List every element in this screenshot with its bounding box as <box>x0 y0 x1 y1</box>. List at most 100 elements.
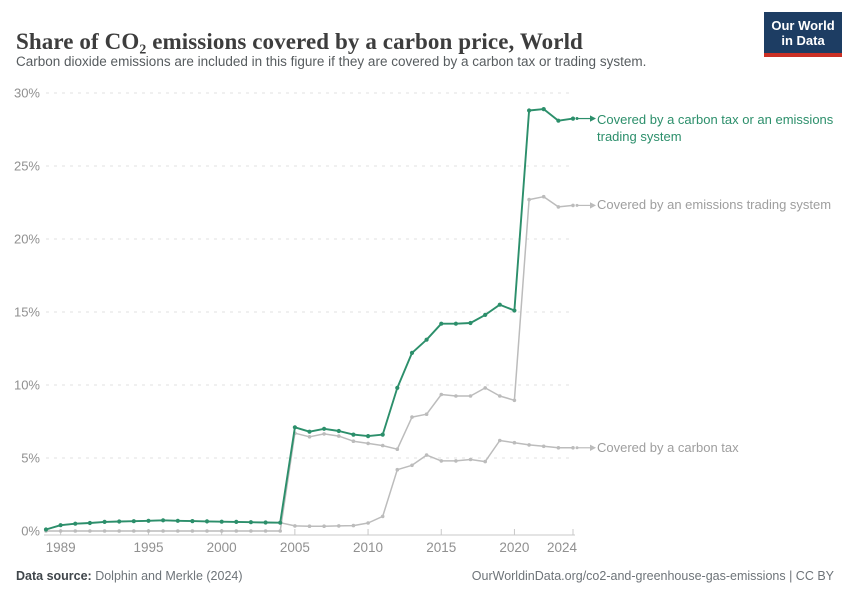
series-tax <box>44 438 596 532</box>
data-point <box>351 439 356 444</box>
series-total <box>43 107 596 532</box>
data-point <box>454 459 458 463</box>
leader-arrow-icon <box>590 444 596 451</box>
data-point <box>176 529 180 533</box>
gridlines: 0% 5% 10% 15% 20% 25% 30% <box>14 86 573 539</box>
data-point <box>454 394 458 398</box>
data-point <box>263 520 268 525</box>
data-point <box>556 118 561 123</box>
owid-logo-line2: in Data <box>781 33 825 48</box>
data-point <box>439 321 444 326</box>
data-point <box>58 523 63 528</box>
data-point <box>248 520 253 525</box>
data-point <box>366 441 370 446</box>
data-point <box>132 529 136 533</box>
data-point <box>483 312 488 317</box>
data-point <box>87 520 92 526</box>
y-axis-tick-label: 20% <box>14 232 40 247</box>
series-label-carbon-tax-or-ets: Covered by a carbon tax or an emissions … <box>597 112 834 144</box>
data-point <box>146 518 151 523</box>
data-point <box>336 428 341 434</box>
x-axis-tick-label: 2000 <box>207 540 237 555</box>
data-point <box>175 518 180 523</box>
data-point <box>497 302 502 307</box>
data-point <box>146 529 151 533</box>
data-point <box>512 308 517 313</box>
data-source-text: Dolphin and Merkle (2024) <box>91 569 243 583</box>
data-point <box>88 529 92 533</box>
data-point <box>102 529 107 533</box>
x-axis-tick-label: 1995 <box>133 540 163 555</box>
data-point <box>249 529 253 533</box>
data-point <box>204 519 210 524</box>
data-point <box>556 205 561 209</box>
series-label-emissions-trading-system: Covered by an emissions trading system <box>597 197 832 212</box>
data-point <box>219 529 224 533</box>
series-ets <box>44 194 596 533</box>
data-point <box>117 529 121 533</box>
data-point <box>263 529 268 533</box>
data-point <box>512 440 517 445</box>
data-point <box>351 432 356 437</box>
series-line-tax <box>45 439 574 531</box>
x-axis-tick-label: 1989 <box>46 540 76 555</box>
data-point <box>468 320 473 326</box>
x-axis-tick-label: 2015 <box>426 540 456 555</box>
leader-arrow-icon <box>590 202 596 209</box>
data-point <box>278 520 283 525</box>
data-point <box>498 394 502 398</box>
data-point <box>307 429 312 434</box>
owid-logo-line1: Our World <box>771 18 835 33</box>
data-point <box>424 337 429 342</box>
data-point <box>527 443 531 447</box>
data-point <box>307 435 312 439</box>
y-axis-tick-label: 25% <box>14 159 40 174</box>
data-point <box>570 116 576 121</box>
page-subtitle: Carbon dioxide emissions are included in… <box>16 54 647 69</box>
data-point <box>322 524 326 528</box>
data-point <box>483 459 488 464</box>
data-point <box>439 459 444 463</box>
data-point <box>43 527 49 532</box>
data-point <box>395 467 400 472</box>
data-point <box>58 529 63 533</box>
data-point <box>409 350 415 355</box>
data-point <box>73 529 78 533</box>
data-point <box>453 321 458 326</box>
data-point <box>380 432 385 437</box>
y-axis-tick-label: 30% <box>14 86 40 101</box>
x-axis-tick-label: 2020 <box>499 540 529 555</box>
page-title: Share of CO₂ emissions covered by a carb… <box>16 29 583 55</box>
data-point <box>410 463 414 468</box>
y-axis-tick-label: 15% <box>14 305 40 320</box>
x-axis: 1989 1995 2000 2005 2010 2015 2020 2024 <box>44 529 577 555</box>
data-point <box>131 519 136 524</box>
data-point <box>337 524 341 528</box>
data-point <box>205 529 209 533</box>
data-point <box>380 514 385 519</box>
series-line-ets <box>45 195 574 532</box>
data-point <box>395 385 400 390</box>
data-point <box>541 194 546 199</box>
data-point <box>293 524 297 528</box>
data-point <box>571 203 575 208</box>
x-axis-tick-label: 2005 <box>280 540 310 555</box>
series-label-carbon-tax: Covered by a carbon tax <box>597 440 739 455</box>
data-point <box>512 398 517 403</box>
data-point <box>234 519 239 525</box>
data-source: Data source: Dolphin and Merkle (2024) <box>16 569 243 583</box>
data-point <box>219 519 224 524</box>
data-point <box>190 519 195 524</box>
data-point <box>307 524 312 528</box>
data-point <box>278 529 283 533</box>
data-point <box>468 457 473 462</box>
data-point <box>234 529 239 533</box>
leader-arrow-icon <box>590 115 596 122</box>
data-point <box>337 434 341 438</box>
data-point <box>102 519 107 525</box>
data-point <box>73 521 78 526</box>
data-point <box>556 446 561 450</box>
data-point <box>439 392 444 397</box>
data-point <box>527 108 532 113</box>
